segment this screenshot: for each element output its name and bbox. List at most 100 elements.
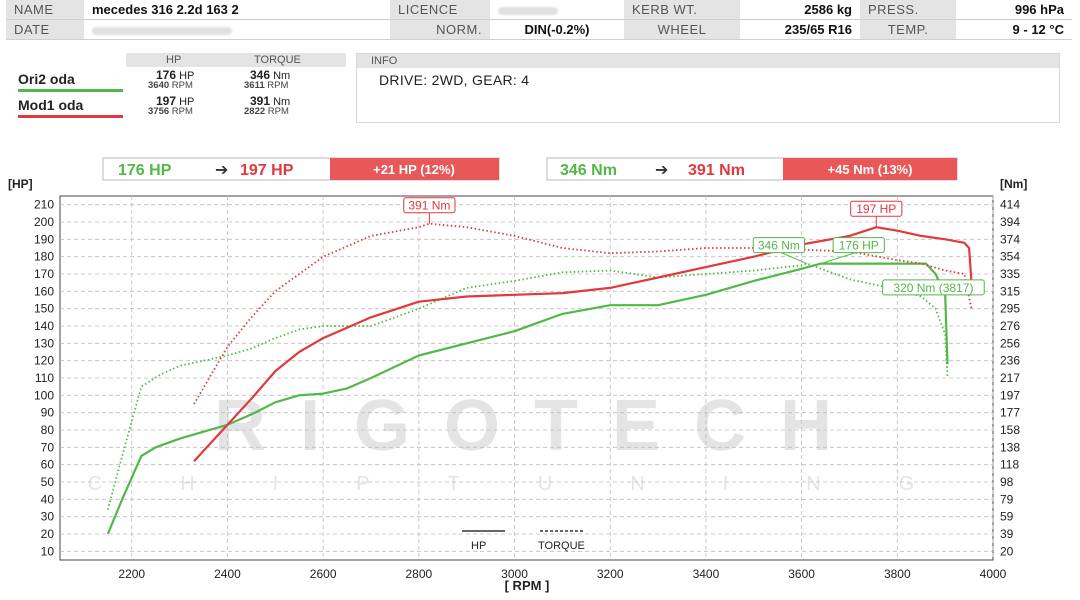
y-right-tick-label: 276: [1000, 319, 1020, 333]
x-tick-label: 2400: [214, 567, 241, 581]
y-left-tick-label: 20: [41, 527, 55, 541]
x-tick-label: 2200: [118, 567, 145, 581]
run-hp-rpm-value: 3756: [148, 106, 170, 117]
run-torque-value: 391: [250, 94, 271, 108]
date-value: [84, 19, 390, 40]
y-right-tick-label: 335: [1000, 267, 1020, 281]
run-hp: 197 HP: [156, 94, 194, 108]
annotations: 391 Nm 197 HP 346 Nm 176 HP 320 Nm (3817): [403, 197, 985, 296]
run-color-line: [18, 115, 123, 118]
y-left-tick-label: 70: [41, 440, 55, 454]
hp-col-header: HP: [166, 54, 182, 66]
x-tick-label: 3000: [501, 567, 528, 581]
kerb-value: 2586 kg: [740, 0, 860, 20]
x-axis-label: [ RPM ]: [505, 578, 550, 593]
y-right-tick-label: 217: [1000, 371, 1020, 385]
y-right-tick-label: 295: [1000, 302, 1020, 316]
y-left-tick-label: 100: [34, 388, 54, 402]
run-hp-unit: HP: [179, 96, 195, 108]
y-right-tick-label: 20: [1000, 544, 1014, 558]
y-right-tick-label: 158: [1000, 423, 1020, 437]
annotation-box: [832, 237, 885, 254]
y-left-tick-label: 140: [34, 319, 54, 333]
x-tick-label: 2600: [310, 567, 337, 581]
annotation-label: 176 HP: [839, 239, 879, 253]
run-rpm-unit: RPM: [171, 106, 193, 117]
y-left-label: [HP]: [8, 177, 33, 191]
runs-head: HP TORQUE: [126, 53, 346, 67]
info-label: INFO: [357, 54, 1059, 68]
annotation-label: 346 Nm: [758, 239, 800, 253]
norm-label: NORM.: [390, 19, 490, 40]
arrow-icon: ➔: [655, 162, 668, 179]
y-right-tick-label: 138: [1000, 440, 1020, 454]
nm-summary: 346 Nm ➔ 391 Nm +45 Nm (13%): [546, 157, 958, 181]
x-tick-label: 3600: [788, 567, 815, 581]
run-hp-rpm: 3640 RPM: [148, 80, 193, 91]
hp-from: 176 HP: [118, 162, 172, 179]
runs-comparison: HP TORQUE Ori2 oda 176 HP 3640 RPM 346 N…: [6, 53, 346, 121]
y-right-tick-label: 118: [1000, 458, 1019, 472]
wheel-label: WHEEL: [624, 19, 740, 40]
series-line-tuned-hp: [193, 226, 973, 462]
run-hp-rpm: 3756 RPM: [148, 106, 193, 117]
y-left-tick-label: 80: [41, 423, 55, 437]
legend-hp-label: HP: [471, 540, 486, 552]
y-left-tick-label: 30: [41, 510, 55, 524]
y-left-tick-label: 180: [34, 250, 54, 264]
info-panel: INFO DRIVE: 2WD, GEAR: 4: [356, 53, 1060, 123]
kerb-label: KERB WT.: [624, 0, 740, 20]
torque-col-header: TORQUE: [254, 54, 301, 66]
annotation-leader: [820, 251, 859, 265]
hp-to: 197 HP: [240, 162, 294, 179]
annotation-leader: [778, 251, 808, 265]
y-left-tick-label: 200: [34, 215, 54, 229]
y-left-tick-label: 120: [34, 354, 54, 368]
run-row-tuned: Mod1 oda 197 HP 3756 RPM 391 Nm 2822 RPM: [6, 93, 346, 119]
y-right-tick-label: 39: [1000, 527, 1014, 541]
y-right-tick-label: 236: [1000, 354, 1020, 368]
nm-gain: +45 Nm (13%): [828, 162, 913, 177]
annotation-box: [403, 197, 456, 214]
tick-labels: 10 20 20 39 30 59 40 79 50 98 60 118 70 138 80 158 90 177…: [34, 198, 1020, 581]
y-right-tick-label: 197: [1000, 388, 1020, 402]
series-group: [106, 222, 973, 535]
y-right-tick-label: 354: [1000, 250, 1020, 264]
annotation-box: [752, 237, 805, 254]
y-right-tick-label: 414: [1000, 198, 1020, 212]
run-rpm-unit: RPM: [267, 106, 289, 117]
run-hp-unit: HP: [179, 70, 195, 82]
run-torque-rpm-value: 3611: [244, 80, 265, 91]
run-rpm-unit: RPM: [267, 80, 289, 91]
annotation-label: 391 Nm: [408, 199, 450, 213]
watermark-sub: CHIPTUNING: [88, 473, 992, 495]
y-left-tick-label: 130: [34, 336, 54, 350]
run-torque-unit: Nm: [273, 96, 291, 108]
y-right-tick-label: 394: [1000, 215, 1020, 229]
series-line-stock-hp: [106, 262, 949, 535]
y-left-tick-label: 90: [41, 406, 55, 420]
run-color-line: [18, 89, 123, 92]
x-tick-label: 3200: [597, 567, 624, 581]
run-rpm-unit: RPM: [171, 80, 193, 91]
y-left-tick-label: 110: [35, 371, 54, 385]
y-right-tick-label: 98: [1000, 475, 1014, 489]
norm-value: DIN(-0.2%): [490, 19, 624, 40]
info-text: DRIVE: 2WD, GEAR: 4: [379, 72, 530, 88]
run-torque: 346 Nm: [250, 68, 290, 82]
arrow-icon: ➔: [215, 162, 228, 179]
y-right-tick-label: 59: [1000, 510, 1014, 524]
x-tick-label: 3400: [693, 567, 720, 581]
nm-to: 391 Nm: [688, 162, 745, 179]
hp-summary: 176 HP ➔ 197 HP +21 HP (12%): [102, 157, 500, 181]
y-right-label: [Nm]: [1000, 177, 1027, 191]
x-tick-label: 4000: [980, 567, 1007, 581]
run-hp-value: 197: [156, 94, 177, 108]
run-hp: 176 HP: [156, 68, 194, 82]
y-left-tick-label: 210: [34, 198, 54, 212]
run-hp-rpm-value: 3640: [148, 80, 170, 91]
run-hp-value: 176: [156, 68, 177, 82]
vehicle-info-table: NAME mecedes 316 2.2d 163 2 LICENCE KERB…: [0, 0, 1080, 42]
x-tick-label: 2800: [405, 567, 432, 581]
run-torque-value: 346: [250, 68, 271, 82]
